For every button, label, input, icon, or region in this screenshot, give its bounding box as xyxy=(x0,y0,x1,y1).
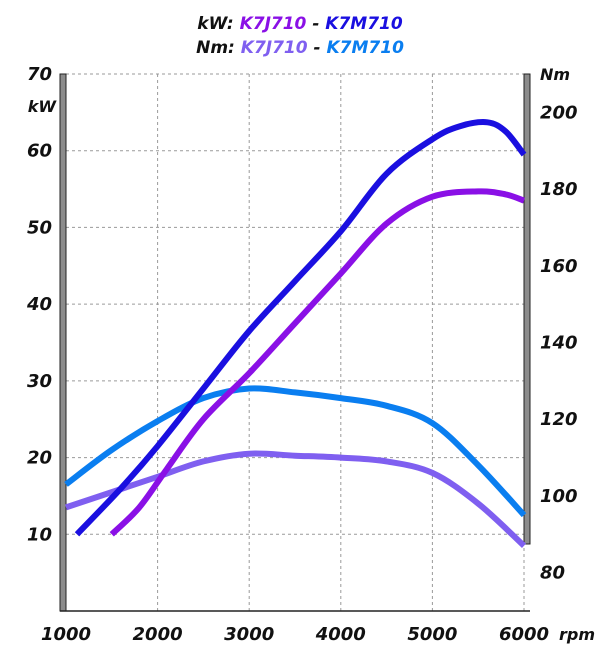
y-right-tick-label-140: 140 xyxy=(540,333,578,354)
x-tick-label-5000: 5000 xyxy=(407,624,457,645)
y-left-axis-label: kW xyxy=(28,97,58,116)
x-tick-label-2000: 2000 xyxy=(133,624,183,645)
legend-kw-series-1: K7J710 xyxy=(239,14,307,34)
y-left-tick-label-40: 40 xyxy=(26,294,52,315)
legend-nm: Nm: K7J710 - K7M710 xyxy=(0,38,600,58)
grid xyxy=(65,73,525,611)
left-axis-bar xyxy=(59,73,67,612)
x-tick-label-3000: 3000 xyxy=(224,624,274,645)
y-left-tick-label-30: 30 xyxy=(27,371,52,392)
legend-nm-prefix: Nm: xyxy=(196,38,235,58)
y-left-tick-label-50: 50 xyxy=(27,217,52,238)
y-left-tick-label-20: 20 xyxy=(27,448,52,469)
y-right-tick-label-100: 100 xyxy=(540,486,578,507)
y-right-tick-label-180: 180 xyxy=(540,179,578,200)
y-left-tick-label-60: 60 xyxy=(27,141,52,162)
y-right-tick-label-120: 120 xyxy=(540,409,578,430)
x-axis-label: rpm xyxy=(559,625,595,644)
legend-nm-series-2: K7M710 xyxy=(326,38,404,58)
y-left-tick-label-70: 70 xyxy=(27,64,52,85)
y-right-tick-label-80: 80 xyxy=(540,563,565,584)
legend-kw-series-2: K7M710 xyxy=(325,14,403,34)
series-lines xyxy=(64,119,527,549)
y-left-tick-label-10: 10 xyxy=(27,524,52,545)
x-tick-label-4000: 4000 xyxy=(315,624,366,645)
y-right-axis-label: Nm xyxy=(540,65,570,84)
series-line-nm-k7m710 xyxy=(64,385,527,518)
legend-kw: kW: K7J710 - K7M710 xyxy=(0,14,600,34)
right-axis-bar xyxy=(523,73,531,545)
legend-nm-separator: - xyxy=(313,38,321,58)
plot-frame xyxy=(59,73,531,612)
series-line-kw-k7m710 xyxy=(74,119,527,537)
x-tick-label-6000: 6000 xyxy=(499,624,549,645)
series-line-kw-k7j710 xyxy=(109,188,526,537)
series-line-nm-k7j710 xyxy=(65,450,527,549)
legend-kw-separator: - xyxy=(312,14,320,34)
y-right-tick-label-200: 200 xyxy=(540,102,578,123)
legend-kw-prefix: kW: xyxy=(197,14,234,34)
y-right-tick-label-160: 160 xyxy=(540,256,578,277)
legend-nm-series-1: K7J710 xyxy=(240,38,308,58)
x-tick-label-1000: 1000 xyxy=(41,624,91,645)
tick-labels: 1000 2000 3000 4000 5000 6000 rpm 10 20 30 40 50 60 7… xyxy=(26,64,595,645)
